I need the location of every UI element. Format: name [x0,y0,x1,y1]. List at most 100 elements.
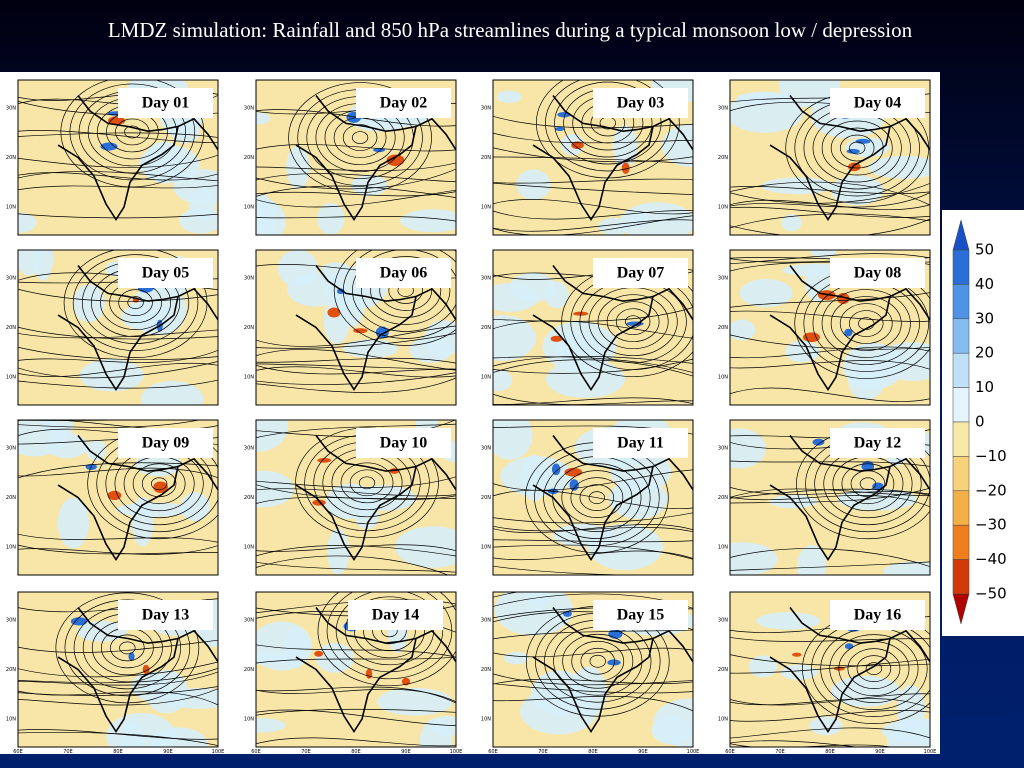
map-frame [729,419,931,576]
lat-label: 20N [718,667,728,673]
streamline [562,633,634,689]
coastline [552,265,654,302]
streamline [730,346,930,359]
colorbar-band [952,559,970,595]
colorbar-band [952,490,970,526]
colorbar-triangle [952,593,970,625]
rain-core [107,490,122,501]
streamline [18,154,218,168]
rain-blob [784,340,820,363]
coastline [769,287,930,391]
rain-blob [119,721,144,747]
streamline [256,144,456,152]
streamline [493,199,693,215]
rain-core [571,141,584,150]
streamline [821,289,911,358]
map-frame [729,591,931,748]
rain-blob [494,592,573,636]
rain-blob [761,177,834,195]
streamline [18,420,201,428]
streamline [839,134,875,162]
streamline [110,634,145,662]
rain-blob [409,336,453,363]
streamline [847,648,901,690]
streamline [730,698,930,709]
lat-label: 30N [6,617,16,623]
streamline [730,253,930,265]
rain-blob [598,217,630,235]
streamline [730,181,930,206]
streamline [18,533,218,543]
streamline [18,172,218,181]
streamline [18,686,218,696]
rain-blob [503,651,529,665]
lat-label: 30N [481,105,491,111]
rain-blob [256,718,286,733]
streamline [256,737,456,747]
day-label: Day 15 [617,607,665,624]
lat-label: 10N [244,205,254,211]
rain-blob [43,420,73,442]
rain-blob [493,369,513,392]
streamline [493,469,693,491]
rain-core [551,463,561,476]
day-label: Day 11 [617,435,664,452]
streamline [730,192,930,208]
streamline [18,130,218,143]
streamline [352,250,456,332]
rain-blob [115,502,193,517]
coastline [77,435,179,472]
streamline [18,729,218,740]
rain-blob [277,250,318,288]
lat-label: 30N [6,275,16,281]
colorbar-label: −30 [975,516,1007,534]
streamline [730,487,930,504]
streamline [115,118,150,146]
streamline [730,360,930,370]
streamline [493,219,693,232]
streamline [256,357,456,364]
colorbar-band [952,421,970,457]
rain-core [317,458,332,463]
rain-blob [315,642,355,673]
rain-blob [609,478,668,519]
lat-label: 10N [718,717,728,723]
day-label-box [593,258,688,288]
rain-blob [179,208,218,234]
streamline [579,484,615,511]
coastline [552,95,654,133]
rain-blob [881,718,930,744]
streamline [150,477,168,491]
lat-label: 30N [481,275,491,281]
coastline [769,629,930,733]
lat-label: 10N [718,205,728,211]
streamline [256,656,456,664]
rain-core [812,438,825,446]
day-label-box [356,258,451,288]
rain-blob [570,666,607,718]
streamline [18,132,218,138]
streamline [493,512,693,524]
streamline [333,250,456,346]
streamline [493,182,693,195]
day-label: Day 03 [617,95,665,112]
streamline [256,372,456,385]
day-label: Day 08 [854,265,902,282]
map-frame [17,249,219,406]
day-label-box [593,600,688,630]
map-frame [492,591,694,748]
coastline [77,95,179,133]
streamline [256,349,456,371]
colorbar-label: 0 [975,413,985,431]
streamline [730,693,930,706]
rain-blob [18,212,37,233]
coastline [315,265,417,302]
lat-label: 10N [718,375,728,381]
streamline [132,463,186,505]
streamline [344,596,434,666]
lat-label: 20N [481,495,491,501]
day-label: Day 04 [854,95,902,112]
rain-blob [400,209,456,233]
streamline [124,125,141,139]
rain-core [314,650,324,657]
